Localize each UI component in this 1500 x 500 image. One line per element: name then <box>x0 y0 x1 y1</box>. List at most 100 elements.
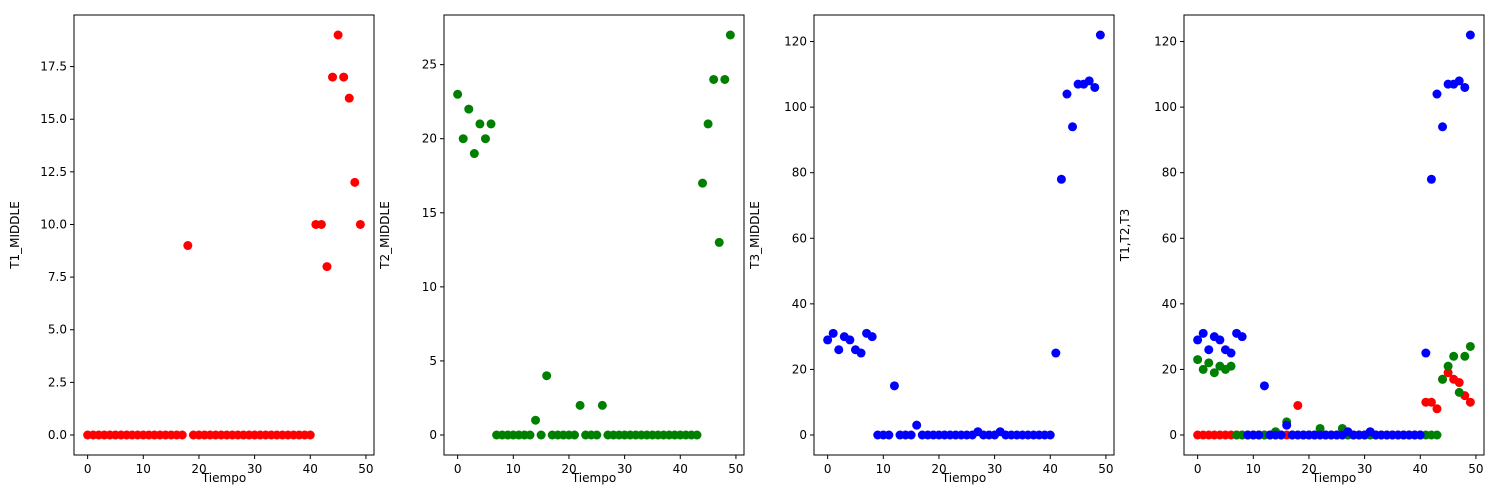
y-tick-label: 0.0 <box>48 428 67 442</box>
x-tick-label: 50 <box>358 462 373 476</box>
y-tick-label: 5.0 <box>48 323 67 337</box>
data-point <box>177 430 187 440</box>
data-point <box>823 335 833 345</box>
y-tick-label: 25 <box>422 58 437 72</box>
data-point <box>1438 374 1448 384</box>
data-point <box>328 72 338 82</box>
data-point <box>542 371 552 381</box>
y-tick-label: 40 <box>1162 297 1177 311</box>
y-tick-label: 2.5 <box>48 375 67 389</box>
data-point <box>1465 341 1475 351</box>
data-point <box>1443 361 1453 371</box>
y-tick-label: 120 <box>784 35 807 49</box>
data-point <box>475 119 485 129</box>
y-axis-label: T1,T2,T3 <box>1118 209 1132 263</box>
data-point <box>1198 364 1208 374</box>
data-point <box>1095 30 1105 40</box>
data-point <box>698 178 708 188</box>
data-point <box>1449 351 1459 361</box>
y-tick-label: 100 <box>1154 100 1177 114</box>
y-tick-label: 10 <box>422 280 437 294</box>
y-tick-label: 80 <box>792 166 807 180</box>
x-tick-label: 10 <box>136 462 151 476</box>
y-tick-label: 20 <box>1162 362 1177 376</box>
data-point <box>1465 30 1475 40</box>
data-point <box>1056 174 1066 184</box>
x-tick-label: 30 <box>987 462 1002 476</box>
y-tick-label: 17.5 <box>40 60 67 74</box>
x-tick-label: 20 <box>561 462 576 476</box>
x-tick-label: 40 <box>1043 462 1058 476</box>
y-tick-label: 10.0 <box>40 217 67 231</box>
x-tick-label: 10 <box>876 462 891 476</box>
data-point <box>884 430 894 440</box>
data-point <box>1193 355 1203 365</box>
x-axis-label: Tiempo <box>571 471 616 485</box>
axes-frame <box>73 14 375 456</box>
x-tick-label: 0 <box>454 462 462 476</box>
data-point <box>339 72 349 82</box>
data-point <box>856 348 866 358</box>
subplot-1: 0 10 20 30 40 50 0.0 2.5 5.0 7.5 10.0 12.5 15.0 17.5 T… <box>8 14 375 485</box>
data-point <box>1198 328 1208 338</box>
data-point <box>1051 348 1061 358</box>
y-tick-label: 40 <box>792 297 807 311</box>
data-point <box>597 400 607 410</box>
x-tick-label: 0 <box>84 462 92 476</box>
data-point <box>1460 351 1470 361</box>
data-point <box>1193 335 1203 345</box>
data-point <box>1415 430 1425 440</box>
axes-frame <box>443 14 745 456</box>
data-point <box>1465 397 1475 407</box>
data-point <box>867 332 877 342</box>
scatter-series-1 <box>83 30 365 440</box>
y-tick-label: 0 <box>799 428 807 442</box>
x-axis-label: Tiempo <box>201 471 246 485</box>
data-point <box>464 104 474 114</box>
x-tick-label: 40 <box>303 462 318 476</box>
data-point <box>1426 174 1436 184</box>
data-point <box>725 30 735 40</box>
data-point <box>1454 378 1464 388</box>
data-point <box>845 335 855 345</box>
x-tick-label: 20 <box>191 462 206 476</box>
data-point <box>1460 82 1470 92</box>
data-point <box>350 177 360 187</box>
data-point <box>1090 82 1100 92</box>
data-point <box>1454 387 1464 397</box>
data-point <box>1045 430 1055 440</box>
data-point <box>305 430 315 440</box>
y-axis-label: T3_MIDDLE <box>748 201 762 270</box>
data-point <box>834 345 844 355</box>
data-point <box>720 74 730 84</box>
x-tick-label: 40 <box>673 462 688 476</box>
x-tick-label: 20 <box>1301 462 1316 476</box>
y-tick-label: 0 <box>1169 428 1177 442</box>
y-tick-label: 60 <box>1162 231 1177 245</box>
axes-frame <box>1183 14 1485 456</box>
data-point <box>906 430 916 440</box>
y-tick-label: 20 <box>792 362 807 376</box>
y-tick-label: 5 <box>429 354 437 368</box>
data-point <box>709 74 719 84</box>
y-tick-label: 100 <box>784 100 807 114</box>
data-point <box>575 400 585 410</box>
data-point <box>1426 397 1436 407</box>
data-point <box>344 93 354 103</box>
data-point <box>570 430 580 440</box>
y-axis-label: T2_MIDDLE <box>378 201 392 270</box>
data-point <box>1443 368 1453 378</box>
axes-frame <box>813 14 1115 456</box>
x-tick-label: 20 <box>931 462 946 476</box>
data-point <box>458 134 468 144</box>
data-point <box>469 149 479 159</box>
subplot-2: 0 10 20 30 40 50 0 5 10 15 20 25 Tiempo T2_MIDDLE <box>378 14 745 485</box>
data-point <box>355 219 365 229</box>
x-tick-label: 10 <box>1246 462 1261 476</box>
data-point <box>1432 430 1442 440</box>
x-tick-label: 30 <box>1357 462 1372 476</box>
data-point <box>333 30 343 40</box>
subplot-3: 0 10 20 30 40 50 0 20 40 60 80 100 120 Tiempo T3_MIDDL… <box>748 14 1115 485</box>
